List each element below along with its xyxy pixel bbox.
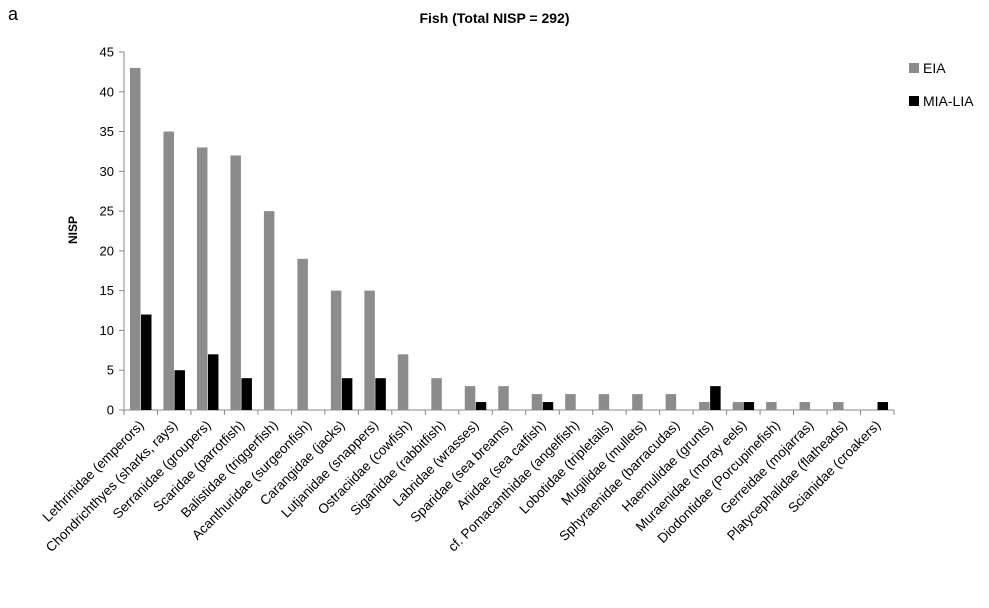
bar-eia	[699, 402, 710, 410]
legend-swatch-eia	[909, 63, 919, 73]
bar-eia	[531, 394, 543, 410]
legend-label-mia-lia: MIA-LIA	[923, 93, 974, 109]
bar-mia-lia	[743, 402, 755, 410]
bar-eia	[330, 290, 342, 410]
bar-eia	[196, 147, 208, 410]
bar-mia-lia	[877, 402, 889, 410]
y-tick-label: 5	[107, 363, 114, 378]
legend-label-eia: EIA	[923, 60, 946, 76]
legend-swatch-mia-lia	[909, 96, 919, 106]
y-tick-label: 15	[100, 283, 114, 298]
bar-eia	[732, 402, 744, 410]
bar-mia-lia	[241, 378, 252, 410]
y-tick-label: 0	[107, 403, 114, 418]
y-tick-label: 25	[100, 204, 114, 219]
bar-eia	[364, 290, 375, 410]
bar-mia-lia	[207, 354, 219, 410]
bar-mia-lia	[542, 402, 554, 410]
bar-eia	[833, 402, 844, 410]
bar-mia-lia	[375, 378, 386, 410]
bar-eia	[598, 394, 610, 410]
bar-mia-lia	[475, 402, 487, 410]
bar-eia	[397, 354, 409, 410]
bar-eia	[230, 155, 241, 410]
bar-eia	[431, 378, 442, 410]
bar-mia-lia	[174, 370, 185, 410]
bar-eia	[799, 402, 811, 410]
bar-mia-lia	[341, 378, 353, 410]
chart-title: Fish (Total NISP = 292)	[419, 10, 570, 26]
x-category-label: Chondrichthyes (sharks, rays)	[43, 418, 180, 555]
y-tick-label: 45	[100, 45, 114, 60]
y-tick-label: 35	[100, 124, 114, 139]
bar-eia	[632, 394, 643, 410]
bar-eia	[498, 386, 509, 410]
bar-eia	[665, 394, 677, 410]
y-tick-label: 30	[100, 164, 114, 179]
bar-eia	[297, 258, 308, 410]
y-axis-label: NISP	[66, 216, 80, 244]
panel-label: a	[8, 4, 19, 24]
bar-eia	[565, 394, 576, 410]
y-tick-label: 20	[100, 243, 114, 258]
bar-mia-lia	[141, 314, 152, 410]
bar-eia	[130, 67, 141, 411]
bar-mia-lia	[710, 386, 721, 410]
bar-eia	[766, 402, 777, 410]
y-tick-label: 10	[100, 323, 114, 338]
y-tick-label: 40	[100, 84, 114, 99]
bar-eia	[263, 211, 275, 410]
bar-eia	[464, 386, 476, 410]
bar-eia	[163, 131, 174, 411]
